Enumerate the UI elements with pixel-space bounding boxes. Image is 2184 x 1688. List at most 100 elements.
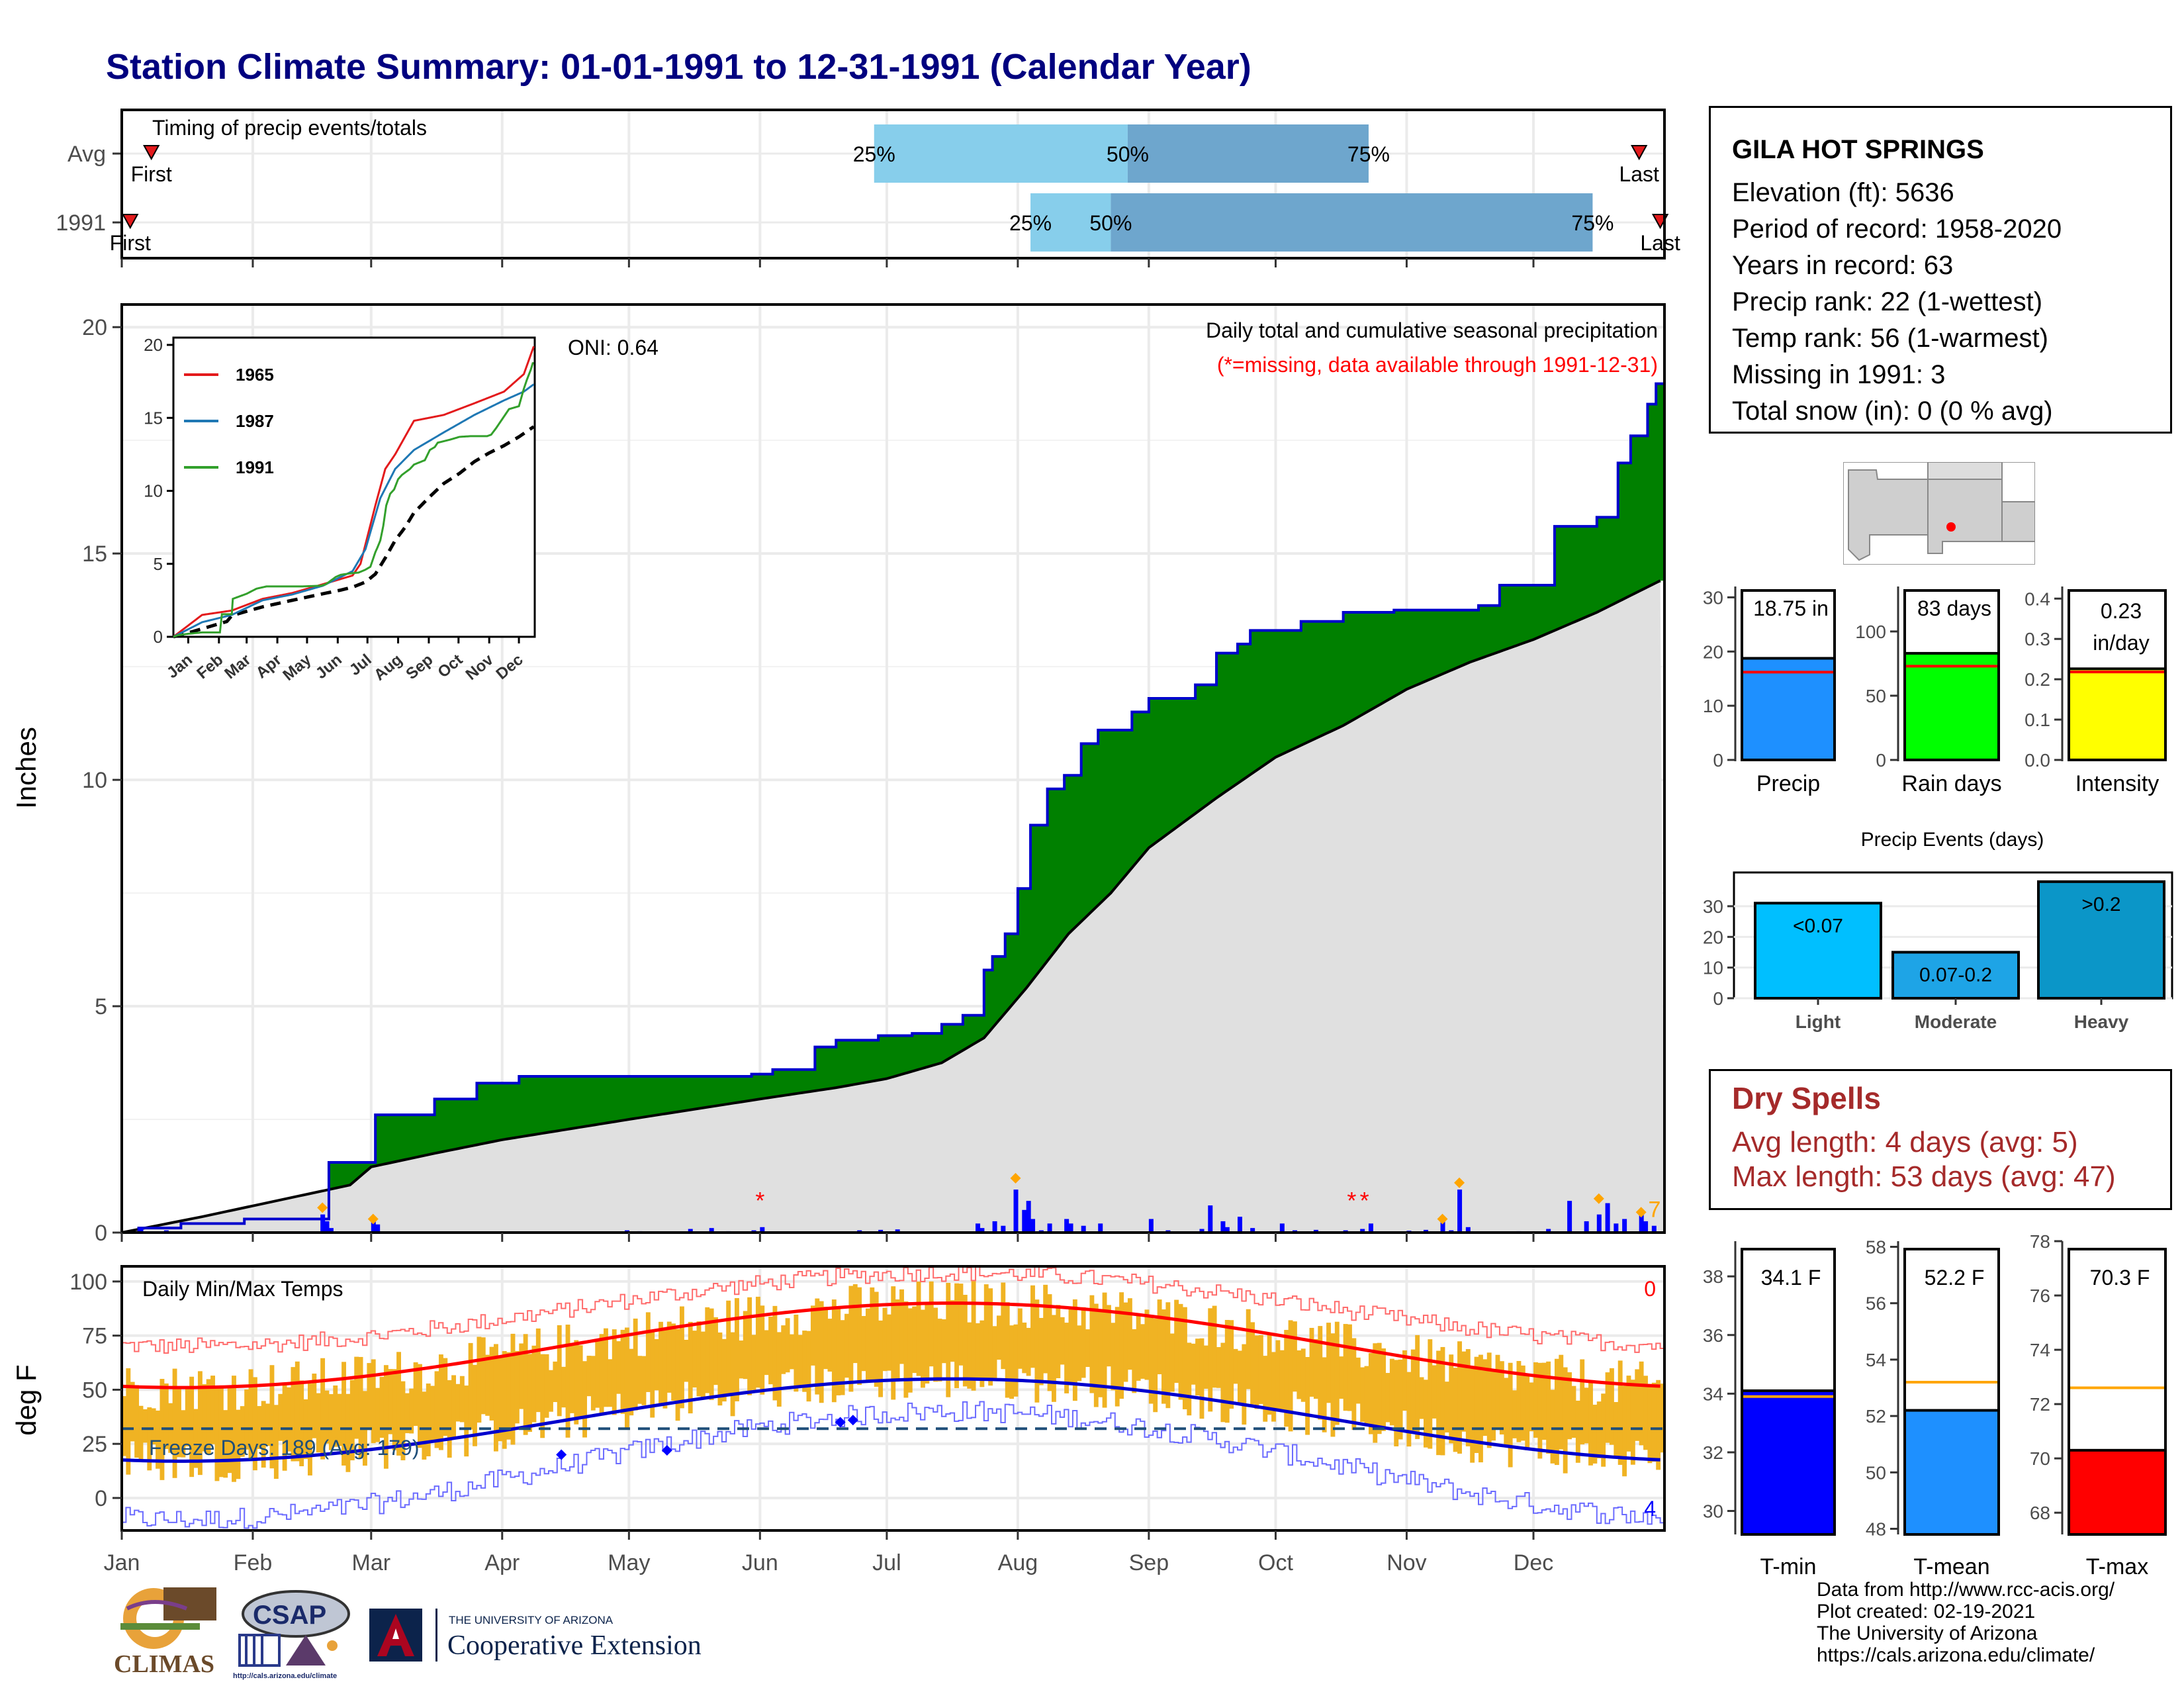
timing-bar-50-75 — [1127, 124, 1369, 183]
daily-temp-bar — [480, 1337, 486, 1415]
temp-summary-label: T-min — [1760, 1554, 1817, 1579]
daily-temp-bar — [1394, 1360, 1399, 1446]
daily-temp-bar — [620, 1329, 625, 1414]
precip-events-range: 0.07-0.2 — [1919, 964, 1992, 986]
inset-ytick-label: 0 — [154, 627, 163, 647]
precip-above-avg-area — [1630, 436, 1635, 596]
precip-above-avg-area — [797, 1069, 803, 1094]
daily-temp-bar — [836, 1309, 841, 1395]
daily-temp-bar — [1068, 1307, 1073, 1385]
inset-ytick-label: 5 — [154, 554, 163, 574]
timing-row-label: 1991 — [56, 211, 106, 236]
temp-summary-ytick-label: 50 — [1866, 1462, 1886, 1483]
dry-spells-title: Dry Spells — [1732, 1081, 1881, 1115]
daily-temp-bar — [1432, 1365, 1437, 1419]
daily-temp-bar — [1119, 1292, 1124, 1399]
precip-events-bar — [1891, 951, 2020, 1000]
daily-precip-bar — [1250, 1228, 1255, 1233]
precip-above-avg-area — [1140, 712, 1146, 858]
precip-above-avg-area — [1169, 698, 1175, 833]
precip-above-avg-area — [861, 1040, 866, 1084]
precip-above-avg-area — [1275, 630, 1281, 757]
daily-temp-bar — [1005, 1302, 1010, 1398]
daily-temp-bar — [624, 1327, 629, 1430]
daily-temp-bar — [1038, 1317, 1044, 1385]
daily-temp-bar — [1580, 1359, 1585, 1444]
precip-ytick-label: 0 — [95, 1221, 107, 1246]
temp-summary-ytick-label: 54 — [1866, 1350, 1886, 1370]
daily-temp-bar — [916, 1281, 921, 1376]
precip-above-avg-area — [1364, 612, 1369, 714]
daily-temp-bar — [1127, 1298, 1132, 1370]
temp-summary-ytick-label: 70 — [2030, 1448, 2050, 1469]
timing-bar-50-75 — [1111, 193, 1593, 252]
daily-temp-bar — [1381, 1348, 1387, 1431]
credit-data-source: Data from http://www.rcc-acis.org/ — [1817, 1579, 2115, 1601]
daily-temp-bar — [1085, 1329, 1090, 1368]
daily-temp-bar — [498, 1356, 503, 1442]
daily-temp-bar — [1474, 1356, 1479, 1454]
temp-ylabel: deg F — [11, 1364, 42, 1435]
station-temp-rank: Temp rank: 56 (1-warmest) — [1732, 324, 2048, 353]
precip-above-avg-area — [1647, 404, 1653, 587]
precip-above-avg-area — [988, 970, 993, 1033]
precip-above-avg-area — [1406, 610, 1412, 690]
precip-above-avg-area — [434, 1099, 439, 1154]
precip-above-avg-area — [1123, 729, 1128, 878]
precip-above-avg-area — [1626, 463, 1631, 598]
precip-frame — [120, 303, 1666, 1234]
precip-above-avg-area — [1013, 933, 1019, 1004]
precip-above-avg-area — [645, 1076, 651, 1117]
daily-temp-bar — [214, 1386, 220, 1481]
daily-temp-bar — [1267, 1335, 1272, 1415]
temp-summary-bar — [2068, 1448, 2167, 1536]
precip-above-avg-area — [1470, 610, 1475, 663]
precip-above-avg-area — [506, 1083, 512, 1139]
daily-temp-bar — [933, 1307, 938, 1382]
daily-temp-bar — [1013, 1324, 1019, 1397]
precip-above-avg-area — [1656, 383, 1661, 583]
daily-temp-bar — [502, 1351, 507, 1449]
precip-above-avg-area — [1297, 630, 1302, 747]
daily-temp-bar — [328, 1394, 334, 1450]
precip-above-avg-area — [946, 1024, 951, 1060]
precip-above-avg-area — [1271, 630, 1277, 761]
daily-temp-bar — [645, 1312, 651, 1392]
daily-temp-bar — [354, 1356, 359, 1439]
precip-above-avg-area — [1288, 630, 1293, 751]
precip-above-avg-area — [717, 1076, 723, 1106]
precip-above-avg-area — [375, 1115, 381, 1166]
daily-temp-bar — [561, 1366, 567, 1408]
station-snow: Total snow (in): 0 (0 % avg) — [1732, 397, 2053, 426]
precip-above-avg-area — [1541, 585, 1547, 636]
daily-precip-bar — [1584, 1221, 1589, 1233]
precip-above-avg-area — [1250, 630, 1255, 775]
precip-above-avg-area — [604, 1076, 609, 1124]
precip-above-avg-area — [684, 1076, 689, 1111]
precip-above-avg-area — [1419, 610, 1424, 684]
precip-above-avg-area — [1237, 643, 1242, 784]
month-label: Jun — [742, 1550, 778, 1575]
precip-events-bar — [2037, 880, 2165, 1000]
temp-summary-value-label: 70.3 F — [2090, 1266, 2150, 1289]
precip-above-avg-area — [1254, 630, 1259, 772]
daily-temp-bar — [324, 1390, 330, 1444]
daily-temp-bar — [557, 1325, 562, 1417]
daily-precip-bar — [375, 1224, 381, 1233]
precip-above-avg-area — [1203, 684, 1208, 808]
precip-above-avg-area — [1047, 788, 1052, 961]
precip-above-avg-area — [1017, 888, 1023, 998]
daily-temp-bar — [840, 1320, 845, 1395]
daily-temp-bar — [1622, 1385, 1627, 1477]
precip-above-avg-area — [688, 1076, 693, 1111]
timing-frame — [120, 109, 1666, 259]
timing-p50-label: 50% — [1089, 211, 1132, 235]
precip-above-avg-area — [553, 1076, 558, 1132]
daily-temp-bar — [1034, 1299, 1040, 1403]
daily-temp-bar — [590, 1356, 596, 1411]
daily-precip-bar — [1064, 1219, 1069, 1233]
precip-above-avg-area — [1373, 612, 1378, 709]
daily-temp-bar — [717, 1332, 723, 1406]
precip-above-avg-area — [836, 1040, 841, 1088]
inset-legend-label: 1987 — [236, 411, 274, 431]
